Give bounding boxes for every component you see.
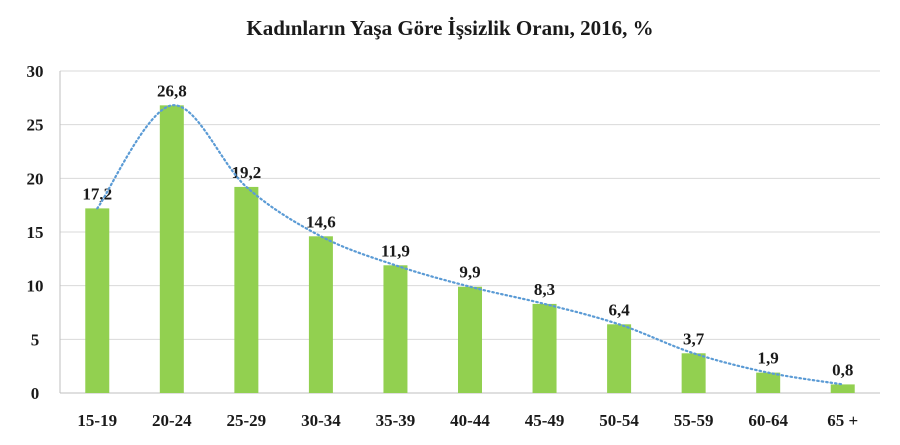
x-tick-label: 40-44 <box>450 411 490 430</box>
y-tick-label: 20 <box>27 169 44 188</box>
data-label: 3,7 <box>683 329 705 348</box>
y-tick-label: 25 <box>27 116 44 135</box>
bar <box>830 384 855 393</box>
bar <box>308 236 333 393</box>
x-tick-label: 50-54 <box>599 411 639 430</box>
data-label: 19,2 <box>231 163 261 182</box>
x-tick-label: 60-64 <box>748 411 788 430</box>
x-tick-label: 35-39 <box>376 411 416 430</box>
data-label: 14,6 <box>306 212 336 231</box>
y-tick-label: 30 <box>27 62 44 81</box>
data-label: 8,3 <box>534 280 555 299</box>
data-label: 17,2 <box>82 184 112 203</box>
data-label: 9,9 <box>459 263 480 282</box>
bar <box>85 208 110 393</box>
bar <box>234 186 259 393</box>
chart-title: Kadınların Yaşa Göre İşsizlik Oranı, 201… <box>246 16 654 40</box>
bar <box>458 286 482 393</box>
bar <box>532 303 557 393</box>
x-tick-label: 30-34 <box>301 411 341 430</box>
x-tick-label: 20-24 <box>152 411 192 430</box>
y-tick-label: 10 <box>27 277 44 296</box>
bar <box>159 105 184 393</box>
trend-line <box>96 104 844 386</box>
data-label: 26,8 <box>157 81 187 100</box>
bar <box>681 353 706 393</box>
data-label: 11,9 <box>381 241 410 260</box>
bar <box>756 372 781 393</box>
data-label: 0,8 <box>832 360 853 379</box>
y-tick-label: 5 <box>31 330 40 349</box>
x-tick-label: 45-49 <box>525 411 565 430</box>
x-tick-label: 65 + <box>827 411 858 430</box>
bar <box>607 324 632 393</box>
y-tick-label: 0 <box>31 384 40 403</box>
data-label: 1,9 <box>758 349 779 368</box>
x-tick-label: 15-19 <box>77 411 117 430</box>
x-tick-label: 25-29 <box>227 411 267 430</box>
bar <box>383 265 408 393</box>
x-tick-label: 55-59 <box>674 411 714 430</box>
data-label: 6,4 <box>608 300 630 319</box>
y-tick-label: 15 <box>27 223 44 242</box>
